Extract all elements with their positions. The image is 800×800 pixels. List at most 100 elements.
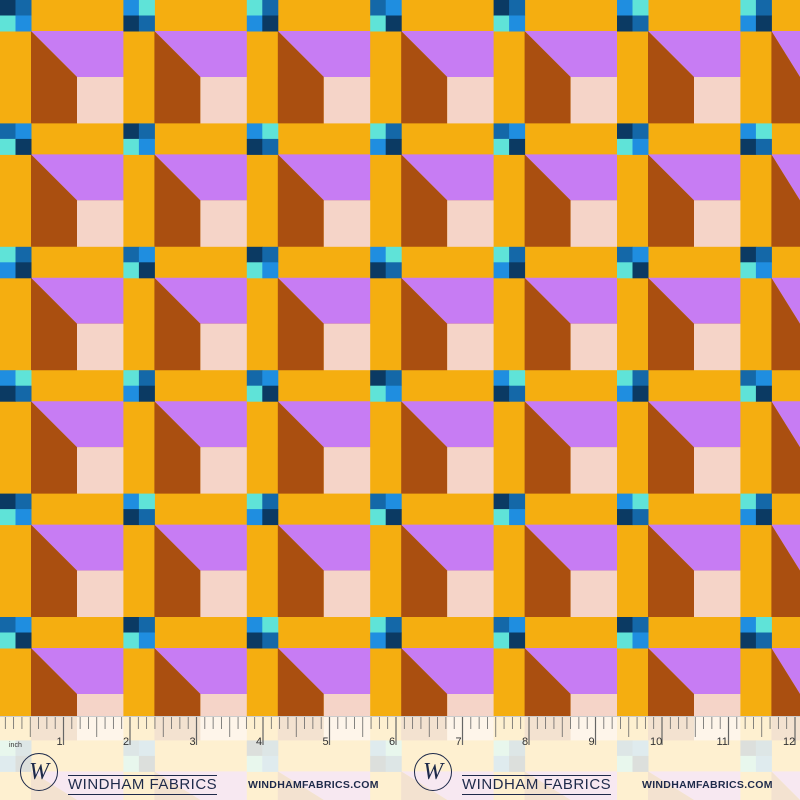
purple-patch: [154, 524, 247, 571]
corner-square: [493, 493, 510, 510]
corner-square: [123, 509, 140, 526]
corner-square: [385, 617, 402, 633]
corner-square: [246, 370, 263, 387]
corner-square: [370, 617, 387, 633]
brown-patch: [771, 277, 800, 371]
corner-square: [0, 0, 16, 16]
corner-square: [617, 617, 633, 633]
corner-square: [385, 385, 402, 402]
ruler-number: 12: [783, 736, 796, 748]
pink-patch: [447, 200, 494, 247]
corner-square: [509, 0, 526, 16]
pink-patch: [323, 447, 371, 494]
corner-square: [617, 15, 633, 32]
pink-patch: [77, 77, 124, 124]
corner-square: [138, 632, 155, 649]
corner-square: [385, 138, 402, 155]
corner-square: [15, 246, 32, 263]
windham-logo: W: [414, 753, 452, 791]
pink-patch: [447, 447, 494, 494]
brown-patch: [771, 401, 800, 494]
brown-patch: [401, 524, 448, 617]
corner-square: [15, 138, 32, 155]
corner-square: [740, 262, 757, 279]
corner-square: [632, 138, 649, 155]
corner-square: [493, 509, 510, 526]
pink-patch: [447, 323, 494, 371]
corner-square: [0, 262, 16, 279]
pink-patch: [447, 77, 494, 124]
corner-square: [632, 0, 649, 16]
pink-patch: [694, 77, 741, 124]
pink-patch: [200, 323, 247, 371]
pink-patch: [200, 447, 247, 494]
corner-square: [632, 617, 649, 633]
corner-square: [493, 123, 510, 140]
brown-patch: [277, 401, 324, 494]
ruler-number: 8: [522, 736, 529, 748]
corner-square: [15, 123, 32, 140]
corner-square: [755, 246, 772, 263]
corner-square: [262, 246, 279, 263]
corner-square: [123, 15, 140, 32]
corner-square: [246, 493, 263, 510]
corner-square: [262, 370, 279, 387]
corner-square: [755, 509, 772, 526]
corner-square: [123, 262, 140, 279]
brown-patch: [277, 277, 324, 371]
brown-patch: [31, 277, 77, 371]
brand-url: WINDHAMFABRICS.COM: [248, 779, 379, 791]
corner-square: [493, 370, 510, 387]
corner-square: [493, 617, 510, 633]
corner-square: [138, 246, 155, 263]
corner-square: [246, 262, 263, 279]
ruler-number: 11: [716, 736, 728, 748]
corner-square: [632, 15, 649, 32]
pink-patch: [323, 570, 371, 617]
brown-patch: [648, 277, 694, 371]
purple-patch: [401, 648, 494, 694]
pink-patch: [77, 447, 124, 494]
corner-square: [755, 15, 772, 32]
corner-square: [755, 262, 772, 279]
ruler-number: 3: [189, 736, 196, 748]
pink-patch: [323, 200, 371, 247]
purple-patch: [277, 524, 371, 571]
brown-patch: [648, 154, 694, 247]
corner-square: [493, 0, 510, 16]
purple-patch: [31, 524, 124, 571]
corner-square: [262, 509, 279, 526]
corner-square: [262, 632, 279, 649]
purple-patch: [648, 277, 741, 324]
corner-square: [509, 370, 526, 387]
purple-patch: [524, 277, 617, 324]
purple-patch: [277, 401, 371, 448]
corner-square: [740, 0, 757, 16]
corner-square: [617, 509, 633, 526]
purple-patch: [31, 401, 124, 448]
purple-patch: [154, 401, 247, 448]
corner-square: [370, 509, 387, 526]
corner-square: [123, 385, 140, 402]
corner-square: [740, 617, 757, 633]
ruler-unit: inch: [9, 742, 22, 749]
purple-patch: [524, 401, 617, 448]
purple-patch: [401, 154, 494, 201]
corner-square: [246, 0, 263, 16]
corner-square: [246, 385, 263, 402]
brown-patch: [401, 277, 448, 371]
corner-square: [138, 617, 155, 633]
purple-patch: [31, 648, 124, 694]
corner-square: [138, 385, 155, 402]
purple-patch: [401, 524, 494, 571]
corner-square: [385, 632, 402, 649]
corner-square: [370, 123, 387, 140]
corner-square: [385, 123, 402, 140]
pink-patch: [447, 570, 494, 617]
purple-patch: [277, 648, 371, 694]
corner-square: [138, 493, 155, 510]
purple-patch: [31, 277, 124, 324]
corner-square: [246, 246, 263, 263]
corner-square: [370, 246, 387, 263]
